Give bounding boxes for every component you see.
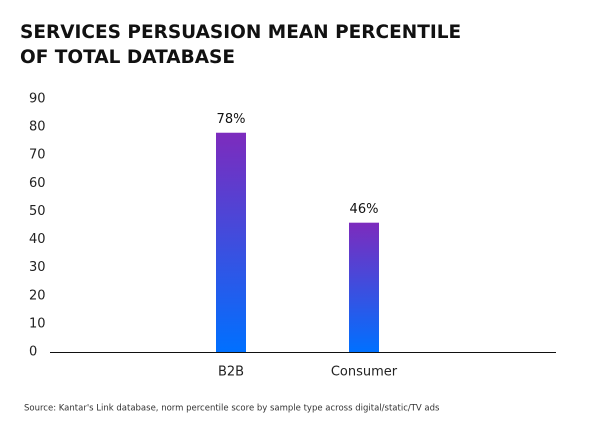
x-tick-label: B2B — [218, 365, 244, 380]
y-tick-label: 70 — [29, 148, 46, 163]
y-tick-label: 20 — [29, 288, 46, 303]
chart-title: OF TOTAL DATABASE — [20, 47, 235, 68]
chart-title: SERVICES PERSUASION MEAN PERCENTILE — [20, 22, 461, 43]
x-tick-label: Consumer — [331, 365, 398, 380]
value-label: 46% — [350, 202, 379, 217]
source-note: Source: Kantar's Link database, norm per… — [24, 404, 440, 414]
y-tick-label: 0 — [29, 345, 37, 360]
value-label: 78% — [217, 112, 246, 127]
y-tick-label: 30 — [29, 260, 46, 275]
y-tick-label: 50 — [29, 204, 46, 219]
y-tick-label: 60 — [29, 176, 46, 191]
y-tick-label: 90 — [29, 92, 46, 107]
bar — [349, 222, 379, 352]
bar — [216, 132, 246, 352]
y-tick-label: 10 — [29, 316, 46, 331]
y-tick-label: 80 — [29, 120, 46, 135]
y-tick-label: 40 — [29, 232, 46, 247]
